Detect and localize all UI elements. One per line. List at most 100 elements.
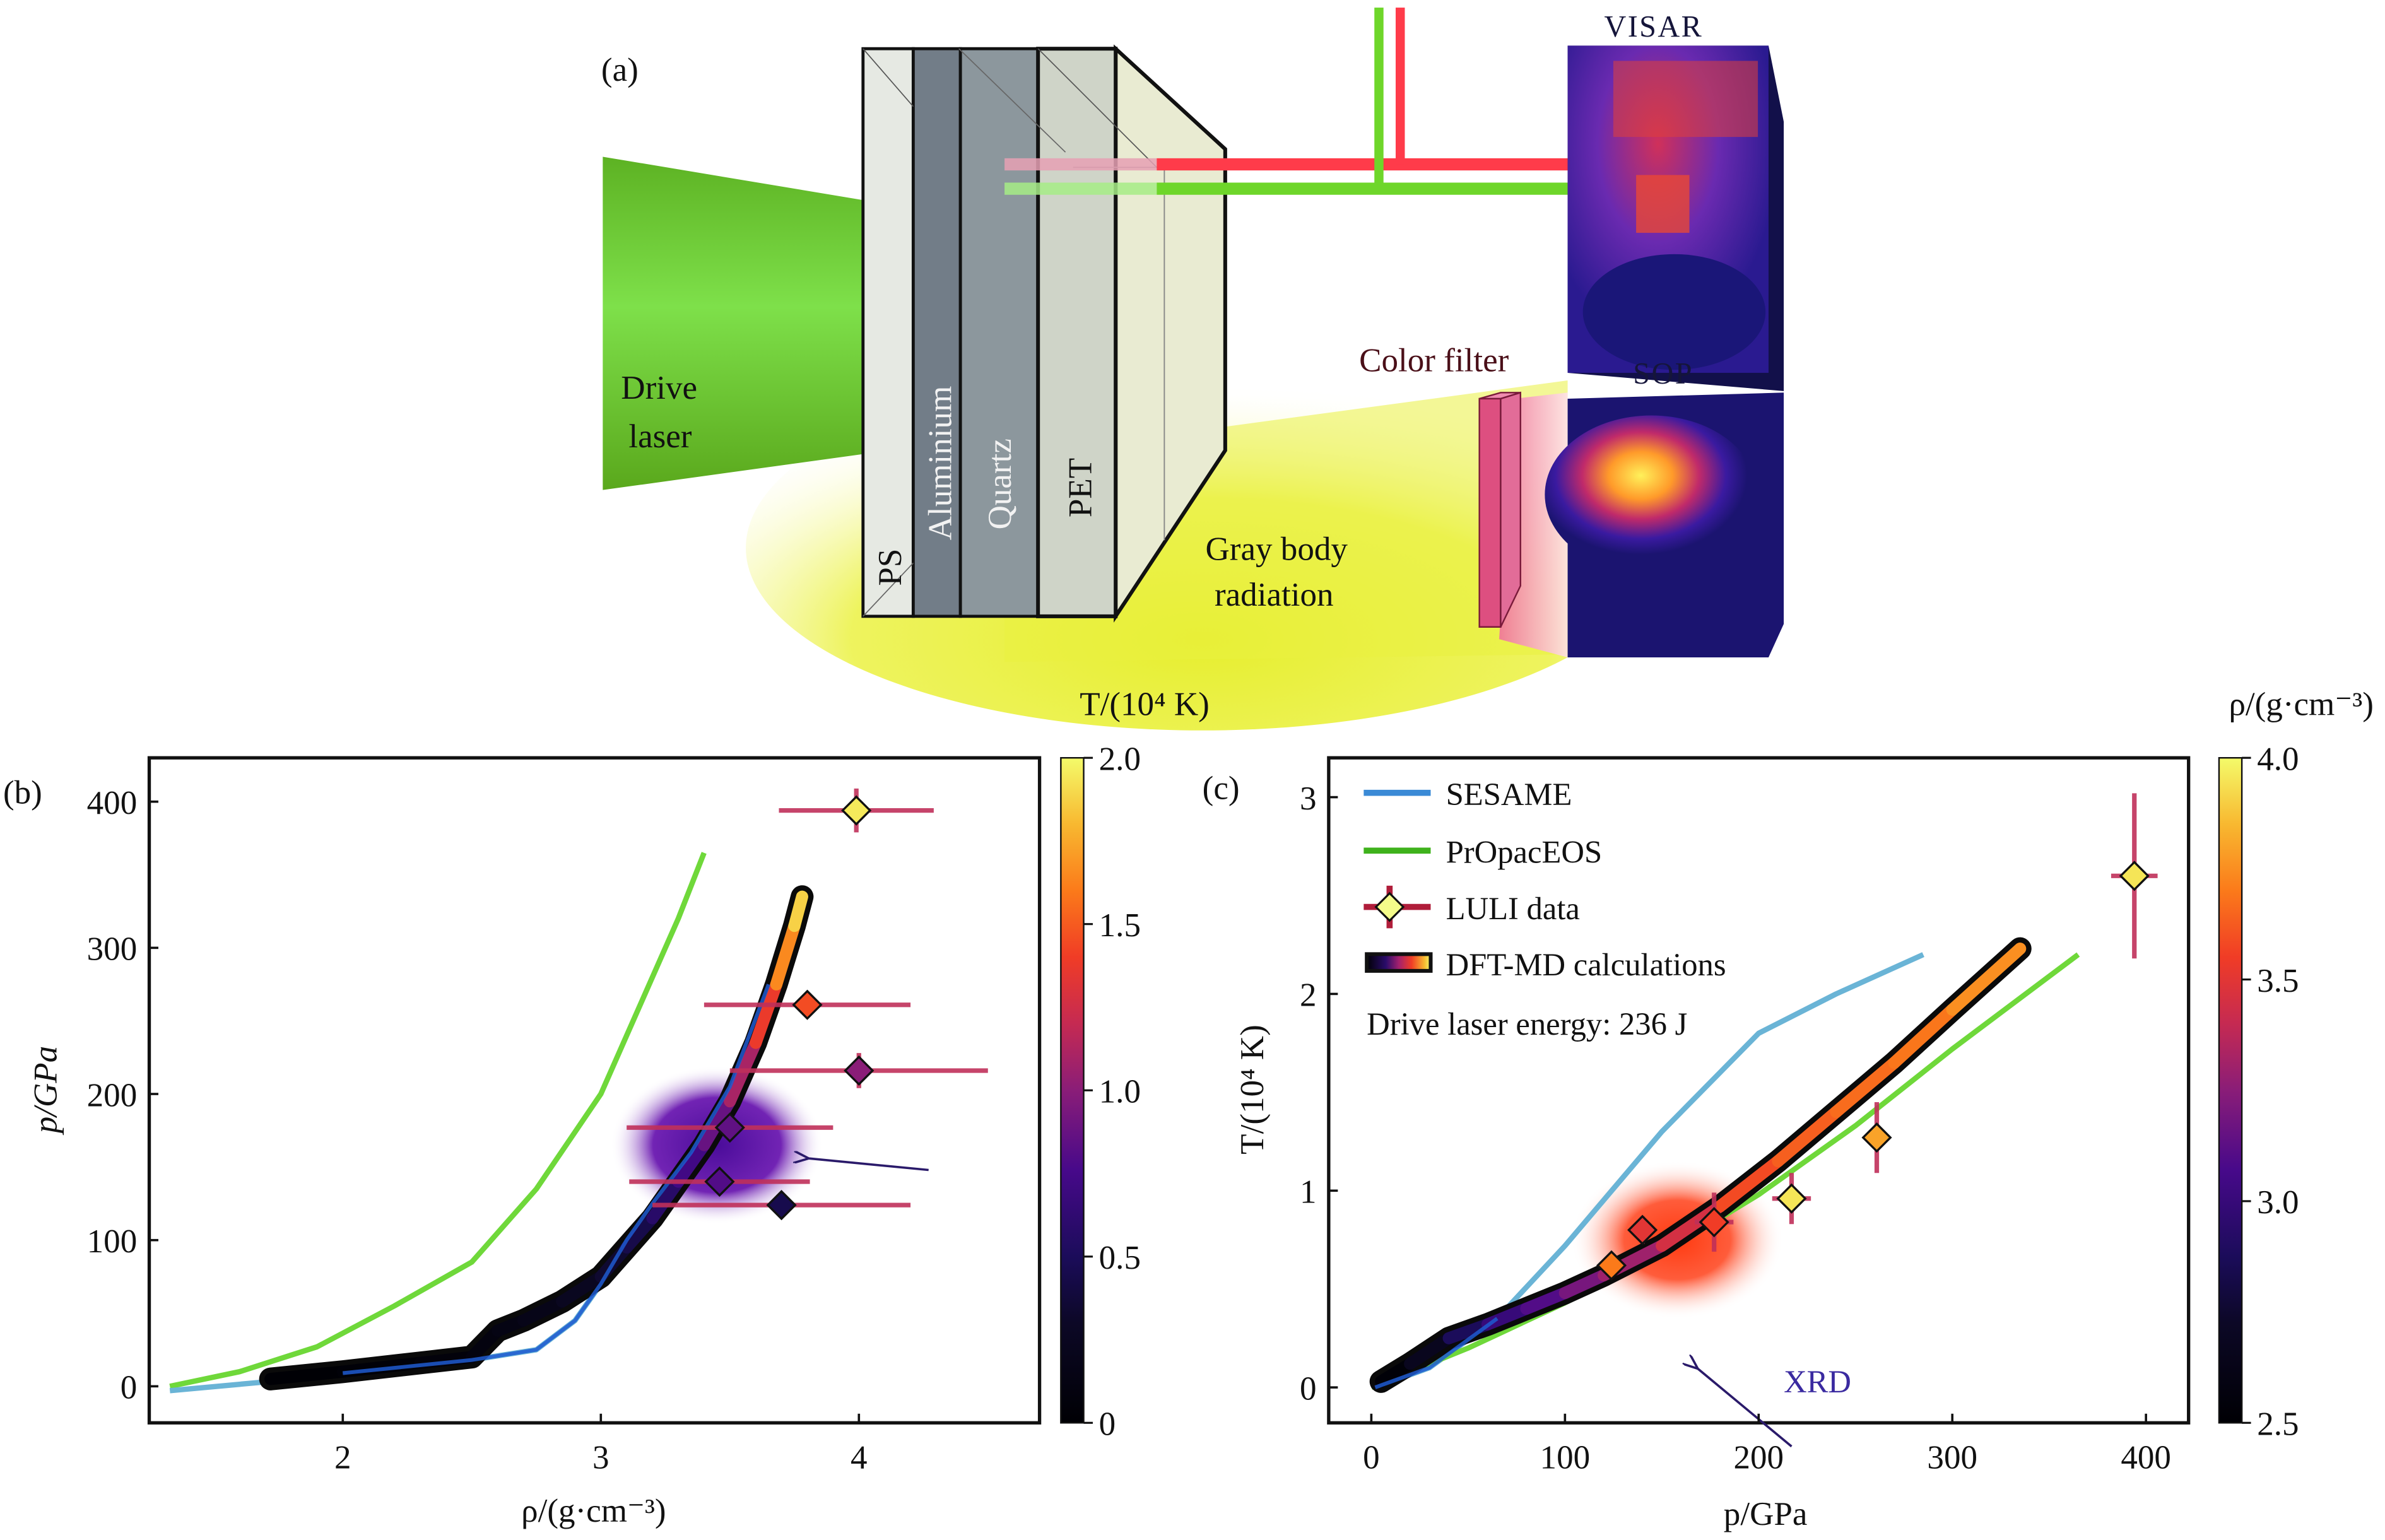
colorbar-c (2218, 756, 2243, 1424)
data-marker (704, 1166, 735, 1197)
data-point (627, 1112, 833, 1143)
data-marker (1596, 1250, 1627, 1281)
y-tick-label: 300 (87, 931, 138, 968)
sop-image (1545, 392, 1784, 658)
drive-laser-label-1: Drive (621, 370, 697, 406)
x-tick-label: 3 (592, 1440, 610, 1476)
propaceos-line (169, 852, 707, 1389)
data-marker (714, 1112, 745, 1143)
plot-b-yticks: 0 100 200 300 400 (87, 785, 159, 1406)
x-tick-label: 4 (851, 1440, 868, 1476)
layer-label-ps: PS (872, 549, 909, 586)
dftmd-segment (556, 1270, 607, 1308)
colorbar-tick-label: 3.5 (2257, 963, 2299, 999)
data-point (2111, 793, 2158, 959)
data-marker (2119, 861, 2150, 891)
dftmd-segment (698, 1095, 736, 1151)
panel-c-label: (c) (1203, 770, 1240, 806)
drive-laser-label-2: laser (628, 418, 692, 455)
y-tick-label: 0 (1300, 1370, 1317, 1407)
plot-c-legend: SESAME PrOpacEOS LULI data DFT-MD calcul… (1363, 777, 1726, 1042)
y-tick-label: 400 (87, 785, 138, 821)
data-point (704, 989, 911, 1020)
plot-c-frame (1327, 756, 2191, 1425)
dftmd-segment (770, 919, 801, 990)
colorbar-b-label: T/(10⁴ K) (1080, 686, 1210, 723)
data-point (1694, 1192, 1734, 1252)
colorbar-tick-label: 2.0 (1099, 741, 1141, 778)
data-point (629, 1166, 810, 1197)
data-point (779, 788, 934, 833)
data-marker (844, 1055, 874, 1086)
layer-quartz (958, 47, 1040, 618)
dftmd-segment (264, 1365, 349, 1385)
dftmd-segment (646, 1175, 685, 1225)
plot-c-xlabel: p/GPa (1724, 1496, 1808, 1532)
data-marker (1776, 1183, 1807, 1214)
panel-b: (b) 0 100 200 300 400 2 3 4 ρ/(g·cm⁻³) p/GPa 0… (3, 686, 1210, 1529)
y-tick-label: 200 (87, 1077, 138, 1114)
y-tick-label: 2 (1300, 977, 1317, 1014)
legend-luli-swatch (1363, 885, 1431, 929)
colorbar-tick-label: 0 (1099, 1406, 1116, 1443)
sop-label: SOP (1633, 357, 1693, 391)
target-stack: PS Aluminium Quartz PET (861, 44, 1227, 623)
colorbar-tick-label: 3.0 (2257, 1184, 2299, 1221)
y-tick-label: 100 (87, 1223, 138, 1260)
x-tick-label: 100 (1540, 1440, 1591, 1476)
y-tick-label: 3 (1300, 780, 1317, 817)
colorbar-tick-label: 2.5 (2257, 1406, 2299, 1443)
data-marker (792, 989, 823, 1020)
legend-luli-label: LULI data (1446, 891, 1580, 926)
data-point (1861, 1102, 1892, 1173)
data-marker (1861, 1122, 1892, 1153)
colorbar-tick-label: 1.5 (1099, 907, 1141, 944)
drive-laser-energy-note: Drive laser energy: 236 J (1367, 1006, 1687, 1042)
gray-body-label-2: radiation (1215, 577, 1334, 613)
colorbar-c-label: ρ/(g·cm⁻³) (2229, 686, 2373, 723)
dftmd-segment (1520, 1286, 1571, 1315)
colorbar-b (1060, 756, 1085, 1424)
y-tick-label: 1 (1300, 1174, 1317, 1211)
plot-b-frame (147, 756, 1042, 1425)
panel-a: (a) Drive laser PS Aluminium Quartz PET (601, 8, 1784, 731)
colorbar-tick-label: 4.0 (2257, 741, 2299, 778)
dftmd-segment (620, 1212, 659, 1254)
color-filter-label: Color filter (1359, 343, 1509, 379)
legend-dftmd-swatch (1365, 952, 1433, 973)
sesame-overlay-line (342, 984, 770, 1375)
plot-c-ylabel: T/(10⁴ K) (1234, 1025, 1271, 1155)
panel-a-label: (a) (601, 52, 639, 88)
dftmd-segment (672, 1139, 710, 1188)
drive-laser-beam (603, 156, 910, 490)
dftmd-segment (788, 890, 808, 932)
data-marker (766, 1189, 797, 1221)
layer-pet (1036, 47, 1118, 618)
plot-c-yticks: 0 1 2 3 (1300, 780, 1338, 1407)
x-tick-label: 300 (1927, 1440, 1977, 1476)
dftmd-segment (1888, 1003, 1958, 1069)
legend-propaceos-label: PrOpacEOS (1446, 835, 1603, 870)
layer-label-pet: PET (1063, 458, 1099, 517)
panel-b-label: (b) (3, 775, 42, 811)
dftmd-segment (1714, 1155, 1784, 1213)
data-marker (1627, 1214, 1658, 1245)
plot-b-marks (169, 788, 988, 1394)
panel-c: (c) 0 1 2 3 0 100 200 300 400 p/GPa T/(10⁴ K) S… (1203, 686, 2374, 1532)
dftmd-segment (1404, 1332, 1455, 1370)
plot-c-xticks: 0 100 200 300 400 (1363, 1413, 2171, 1476)
dftmd-segment (1442, 1318, 1494, 1344)
dftmd-segment (1830, 1056, 1900, 1119)
data-point (729, 1053, 988, 1088)
layer-label-quartz: Quartz (982, 438, 1018, 529)
xrd-annotation: XRD (1784, 1364, 1851, 1399)
plot-b-xlabel: ρ/(g·cm⁻³) (521, 1493, 666, 1529)
legend-sesame-label: SESAME (1446, 777, 1572, 812)
annotation-arrow (1697, 1368, 1793, 1448)
plot-c-marks (1369, 793, 2158, 1448)
colorbar-tick-label: 0.5 (1099, 1240, 1141, 1276)
dftmd-segment (414, 1351, 478, 1369)
annotation-arrow (807, 1158, 929, 1172)
dftmd-segment (1946, 943, 2027, 1016)
